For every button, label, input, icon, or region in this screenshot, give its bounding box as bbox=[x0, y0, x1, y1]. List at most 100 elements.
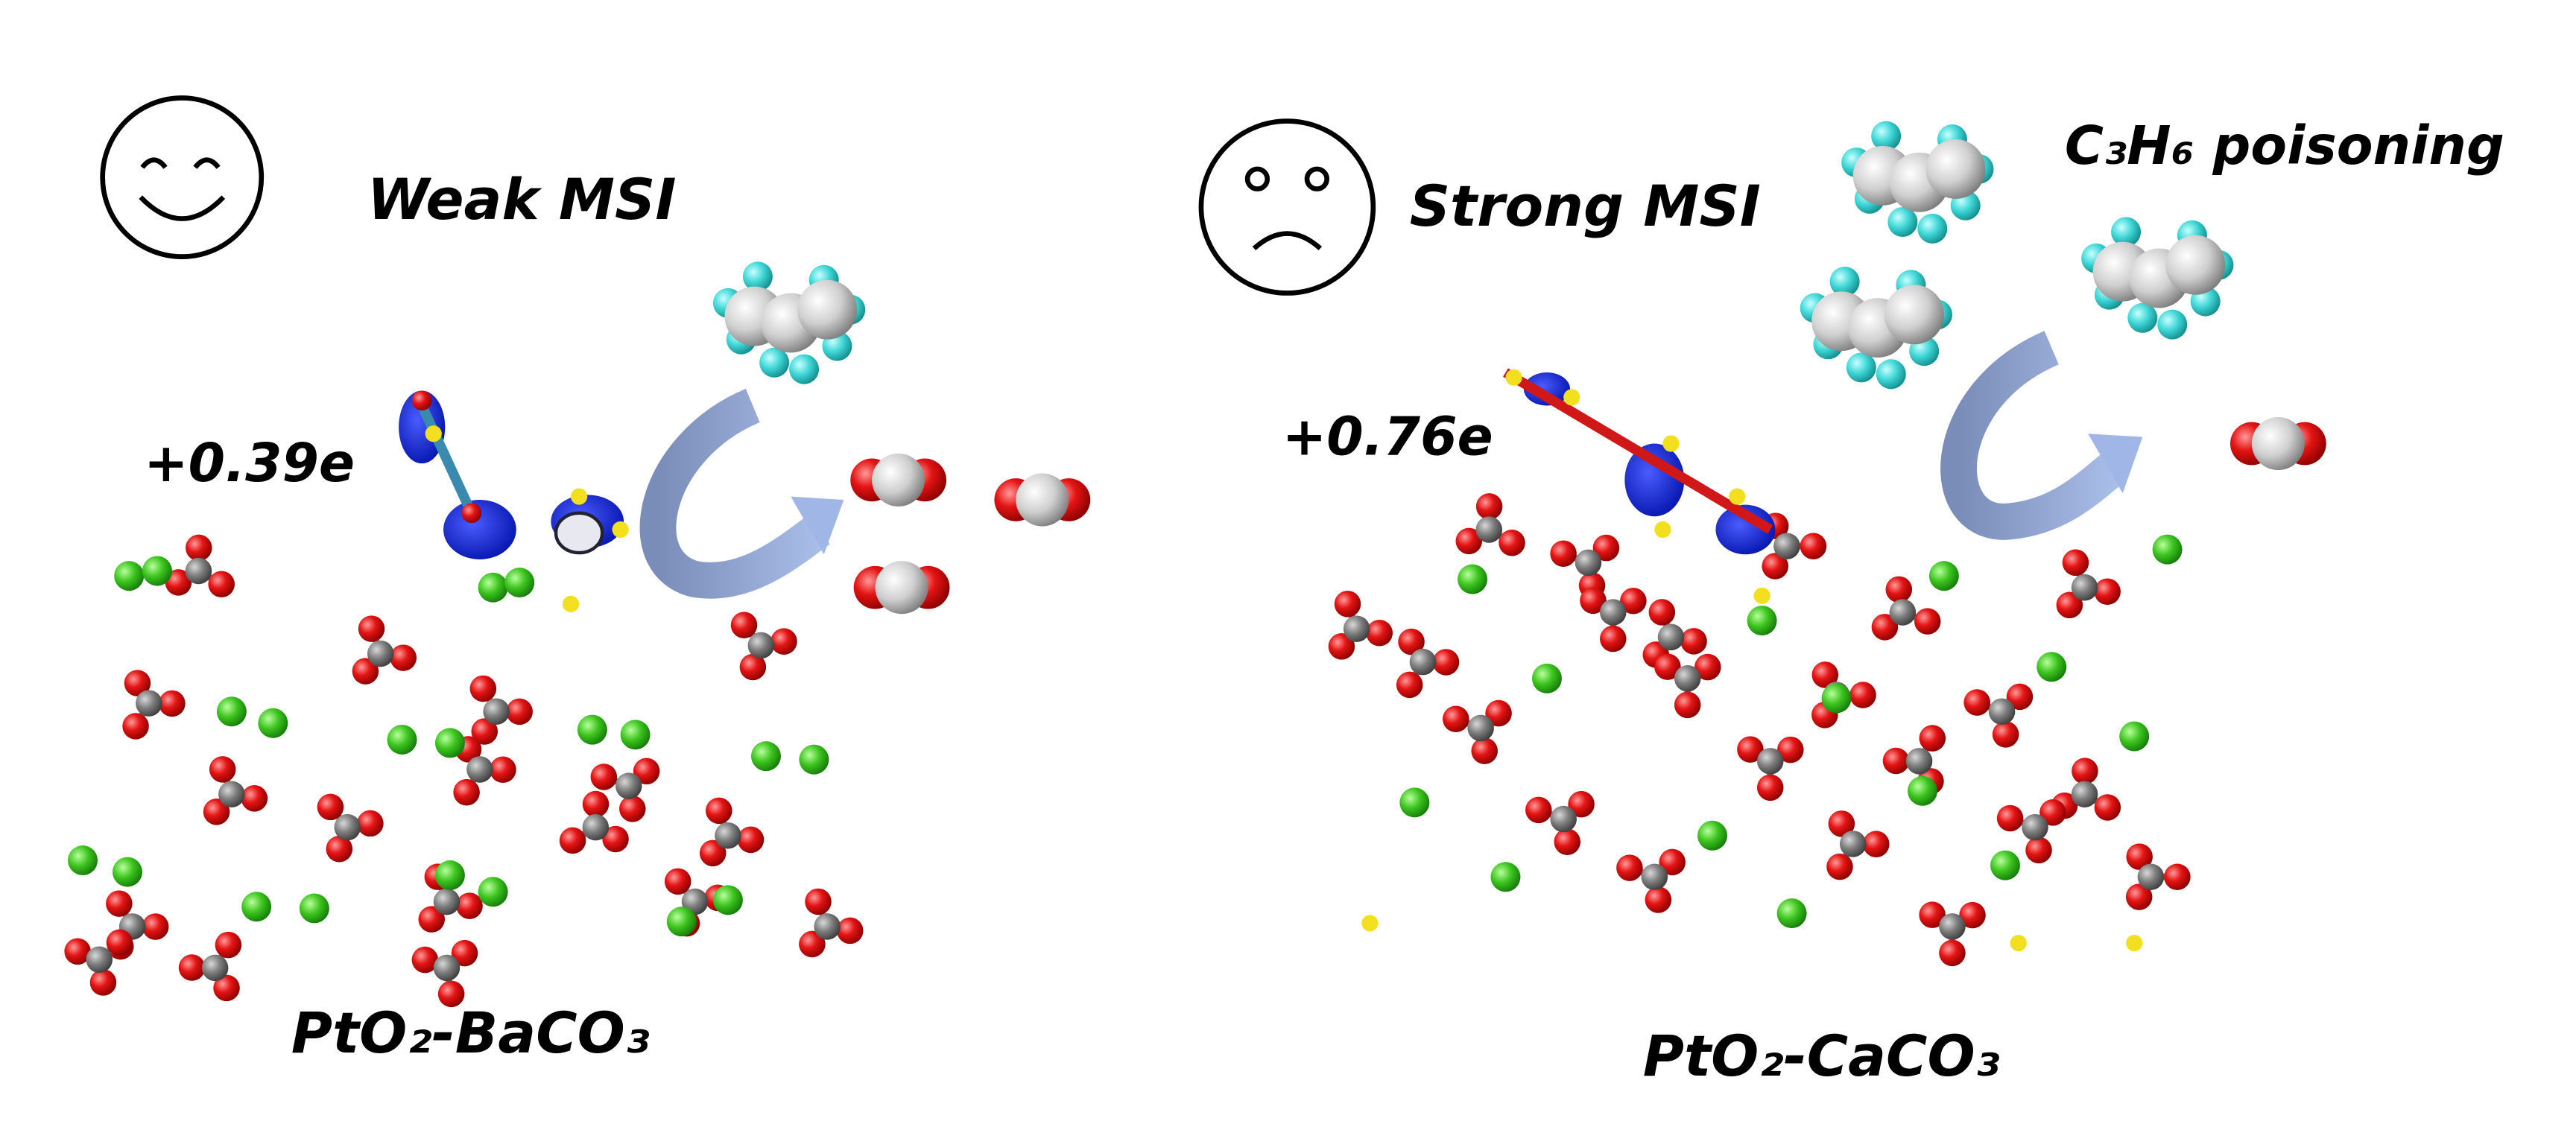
bond bbox=[417, 403, 476, 515]
cation-atom bbox=[258, 708, 288, 738]
oxygen-atom bbox=[1443, 705, 1469, 733]
cation-atom bbox=[216, 696, 247, 727]
oxygen-atom bbox=[122, 713, 149, 740]
oxygen-atom bbox=[799, 930, 826, 958]
cation-atom bbox=[577, 714, 607, 745]
oxygen-atom bbox=[456, 892, 483, 919]
charge-density bbox=[1505, 369, 1522, 386]
oxygen-atom bbox=[89, 969, 117, 996]
oxygen-atom bbox=[1756, 774, 1784, 801]
cation-atom bbox=[1531, 663, 1562, 693]
oxygen-atom bbox=[1659, 848, 1686, 876]
carbon-atom bbox=[136, 690, 162, 717]
charge-density bbox=[1523, 372, 1571, 406]
oxygen-atom bbox=[1328, 633, 1355, 660]
carbon-atom bbox=[483, 698, 510, 725]
carbon-atom bbox=[1657, 623, 1685, 651]
charge-density bbox=[1729, 488, 1746, 505]
oxygen-atom bbox=[213, 974, 240, 1002]
oxygen-atom bbox=[208, 571, 235, 598]
carbon-atom bbox=[1641, 863, 1668, 891]
cation-atom bbox=[434, 728, 465, 758]
panel-title: Strong MSI bbox=[1410, 174, 1761, 239]
oxygen-atom bbox=[1525, 796, 1552, 824]
carbon-atom bbox=[582, 813, 610, 841]
cation-atom bbox=[434, 860, 465, 891]
oxygen-atom bbox=[1919, 725, 1946, 752]
hydrogen-atom bbox=[759, 347, 790, 378]
cation-atom bbox=[478, 572, 508, 603]
charge-density bbox=[399, 390, 446, 464]
carbon-atom bbox=[1475, 516, 1503, 543]
oxygen-atom bbox=[633, 758, 660, 785]
oxygen-atom bbox=[2039, 799, 2066, 826]
carbon-atom bbox=[1550, 805, 1577, 833]
carbon-atom bbox=[1756, 748, 1784, 775]
oxygen-atom bbox=[1828, 810, 1855, 837]
charge-density bbox=[2126, 934, 2143, 952]
hydrogen-atom bbox=[742, 261, 773, 292]
oxygen-atom bbox=[1737, 736, 1764, 763]
cation-atom bbox=[68, 845, 98, 876]
oxygen-atom bbox=[590, 763, 618, 790]
carbon-atom bbox=[797, 279, 858, 340]
oxygen-atom bbox=[1694, 653, 1721, 681]
charge-density bbox=[1753, 587, 1770, 604]
carbon-atom bbox=[1467, 714, 1494, 742]
oxygen-atom bbox=[326, 835, 353, 863]
oxygen-atom bbox=[2072, 758, 2098, 784]
oxygen-atom bbox=[451, 939, 478, 967]
charge-density bbox=[1361, 915, 1379, 932]
oxygen-atom bbox=[664, 868, 692, 895]
oxygen-atom bbox=[1455, 527, 1483, 555]
carbon-atom bbox=[615, 772, 642, 799]
cation-atom bbox=[142, 556, 172, 586]
oxygen-atom bbox=[159, 690, 186, 717]
reaction-arrow bbox=[639, 388, 844, 599]
charge-density bbox=[443, 500, 516, 559]
oxygen-atom bbox=[471, 718, 499, 745]
oxygen-atom bbox=[1471, 737, 1498, 764]
oxygen-atom bbox=[437, 980, 465, 1008]
cation-atom bbox=[2152, 534, 2183, 565]
oxygen-atom bbox=[1959, 901, 1986, 929]
cation-atom bbox=[2119, 721, 2150, 752]
carbon-atom bbox=[2071, 574, 2098, 601]
oxygen-atom bbox=[506, 698, 533, 726]
carbon-atom bbox=[1343, 615, 1370, 642]
oxygen-atom bbox=[106, 929, 133, 956]
oxygen-atom bbox=[215, 931, 242, 959]
charge-density bbox=[1624, 443, 1685, 517]
cation-atom bbox=[666, 907, 697, 937]
oxygen-atom bbox=[203, 799, 230, 825]
carbon-atom bbox=[814, 913, 841, 940]
oxygen-atom bbox=[770, 628, 797, 655]
oxygen-atom bbox=[2164, 863, 2191, 891]
oxygen-atom bbox=[390, 644, 417, 671]
oxygen-atom bbox=[699, 839, 727, 867]
carbon-atom bbox=[715, 822, 741, 849]
oxygen-atom bbox=[209, 756, 236, 783]
carbon-atom bbox=[201, 954, 229, 982]
charge-density bbox=[554, 511, 604, 555]
oxygen-atom bbox=[2094, 578, 2121, 606]
hydrogen-atom bbox=[1846, 352, 1876, 383]
oxygen-atom bbox=[1811, 661, 1839, 688]
carbon-atom bbox=[1575, 549, 1602, 577]
oxygen-atom bbox=[1616, 854, 1643, 881]
carbon-atom bbox=[334, 813, 361, 841]
hydrogen-atom bbox=[1871, 121, 1902, 151]
oxygen-atom bbox=[2056, 591, 2083, 619]
hydrogen-atom bbox=[1829, 266, 1860, 296]
panel-title: Weak MSI bbox=[367, 167, 677, 232]
cation-atom bbox=[241, 892, 272, 922]
hydrogen-atom bbox=[1887, 207, 1918, 237]
oxygen-atom bbox=[106, 890, 133, 917]
oxygen-atom bbox=[1432, 649, 1460, 676]
oxygen-atom bbox=[805, 888, 832, 915]
oxygen-atom bbox=[1680, 628, 1707, 655]
oxygen-atom bbox=[1992, 721, 2019, 748]
cation-atom bbox=[478, 877, 508, 907]
oxygen-atom bbox=[1475, 493, 1503, 520]
cation-atom bbox=[1490, 862, 1521, 892]
